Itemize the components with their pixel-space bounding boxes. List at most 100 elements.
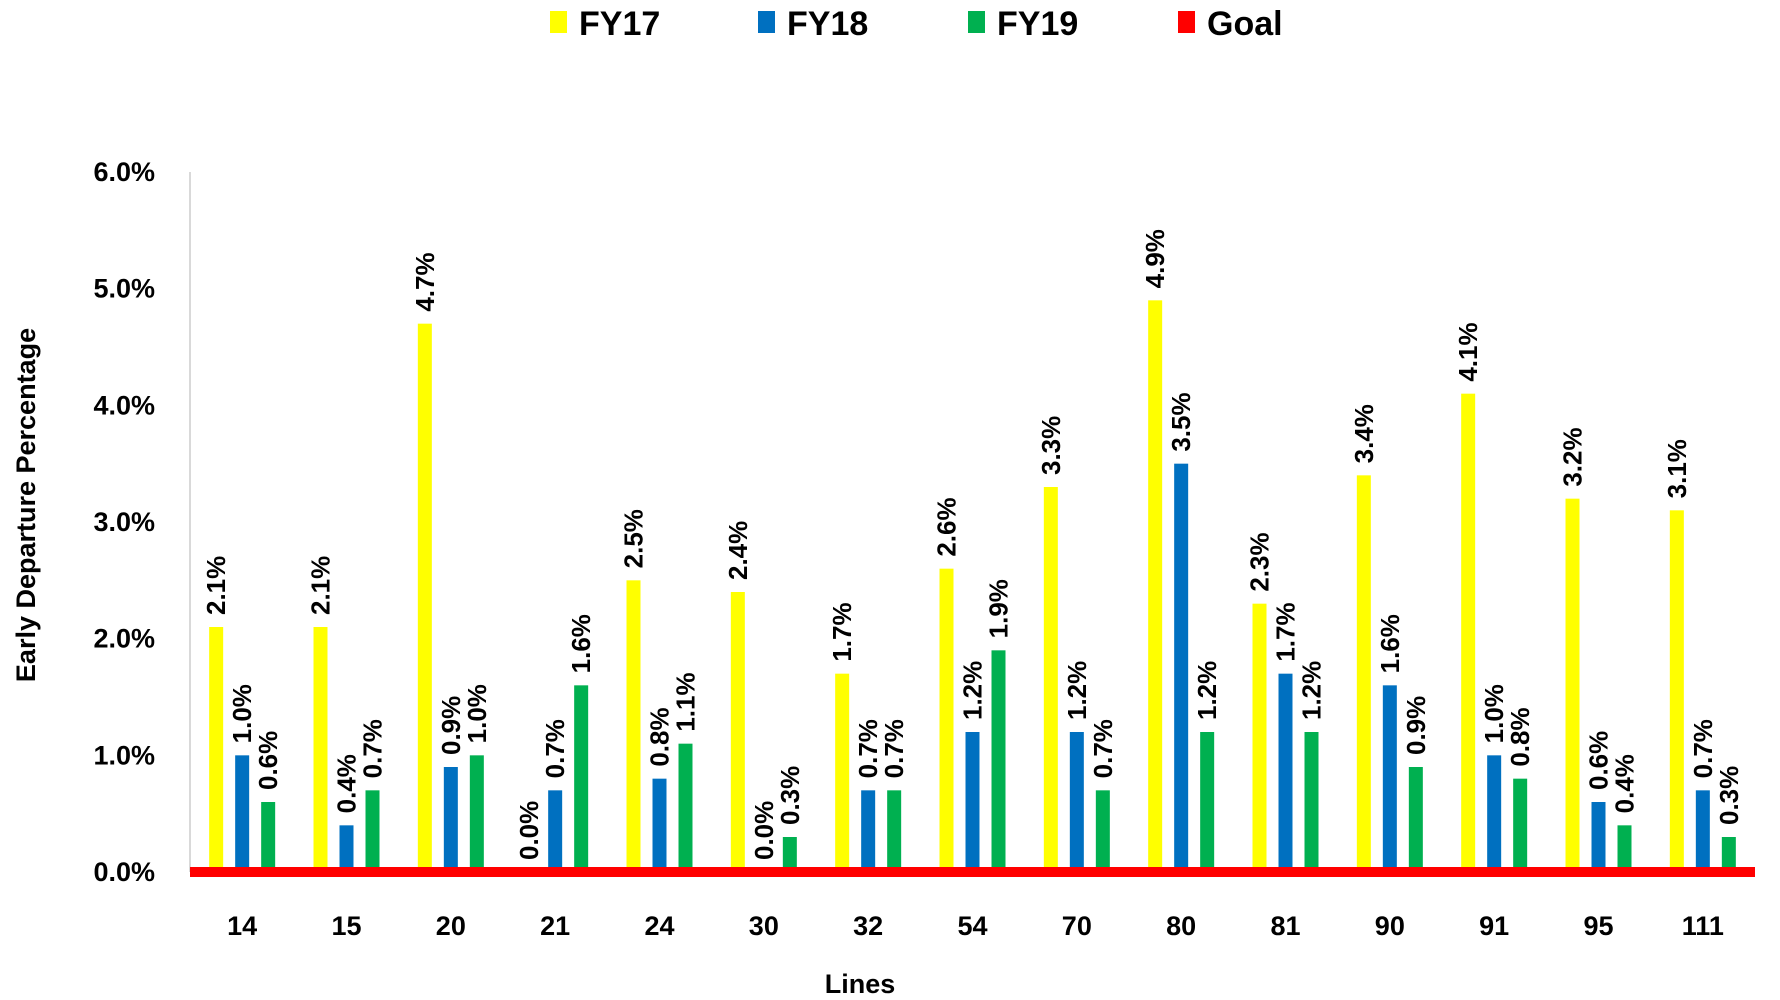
bar-fy17-70	[1043, 487, 1058, 872]
x-tick-label: 20	[436, 911, 466, 941]
bar-fy17-14	[209, 627, 224, 872]
bar-fy17-20	[417, 323, 432, 873]
bar-fy19-90	[1408, 767, 1423, 872]
data-label-fy18-20: 0.9%	[436, 696, 466, 755]
legend-swatch-fy19	[968, 11, 985, 33]
data-label-fy17-90: 3.4%	[1349, 404, 1379, 463]
bar-fy18-111	[1695, 790, 1710, 872]
y-tick-label: 6.0%	[93, 157, 155, 187]
y-tick-label: 1.0%	[93, 740, 155, 770]
bar-fy18-90	[1382, 685, 1397, 872]
bar-fy19-54	[991, 650, 1006, 872]
data-label-fy18-81: 1.7%	[1271, 602, 1301, 661]
bar-fy18-21	[548, 790, 563, 872]
data-label-fy19-21: 1.6%	[566, 614, 596, 673]
bar-fy18-81	[1278, 673, 1293, 872]
x-tick-label: 15	[331, 911, 361, 941]
bar-fy19-32	[887, 790, 902, 872]
data-label-fy19-30: 0.3%	[775, 766, 805, 825]
data-label-fy19-54: 1.9%	[984, 579, 1014, 638]
x-tick-label: 95	[1583, 911, 1613, 941]
bar-fy19-70	[1095, 790, 1110, 872]
bar-fy18-70	[1069, 732, 1084, 872]
data-label-fy18-24: 0.8%	[645, 707, 675, 766]
data-label-fy18-80: 3.5%	[1166, 392, 1196, 451]
data-label-fy19-15: 0.7%	[358, 719, 388, 778]
data-label-fy19-91: 0.8%	[1505, 707, 1535, 766]
data-label-fy17-91: 4.1%	[1453, 322, 1483, 381]
bar-fy17-24	[626, 580, 641, 872]
bars: 2.1%1.0%0.6%2.1%0.4%0.7%4.7%0.9%1.0%0.0%…	[201, 229, 1744, 873]
x-tick-label: 91	[1479, 911, 1509, 941]
legend-label-fy17: FY17	[579, 5, 660, 43]
data-label-fy19-80: 1.2%	[1192, 661, 1222, 720]
bar-fy18-15	[339, 825, 354, 872]
bar-fy19-14	[261, 802, 276, 872]
data-label-fy19-70: 0.7%	[1088, 719, 1118, 778]
bar-fy18-24	[652, 778, 667, 872]
data-label-fy19-14: 0.6%	[253, 731, 283, 790]
legend-label-fy19: FY19	[997, 5, 1078, 43]
data-label-fy17-80: 4.9%	[1140, 229, 1170, 288]
bar-fy17-30	[730, 592, 745, 872]
data-label-fy18-90: 1.6%	[1375, 614, 1405, 673]
bar-fy19-111	[1721, 837, 1736, 872]
legend-swatch-fy18	[758, 11, 775, 33]
legend-label-fy18: FY18	[787, 5, 868, 43]
bar-fy19-81	[1304, 732, 1319, 872]
x-tick-label: 80	[1166, 911, 1196, 941]
bar-fy18-91	[1487, 755, 1502, 872]
data-label-fy18-54: 1.2%	[958, 661, 988, 720]
y-tick-label: 5.0%	[93, 274, 155, 304]
x-axis-title: Lines	[825, 969, 896, 999]
data-label-fy17-30: 2.4%	[723, 521, 753, 580]
bar-fy19-15	[365, 790, 380, 872]
data-label-fy18-15: 0.4%	[332, 754, 362, 813]
data-label-fy19-32: 0.7%	[879, 719, 909, 778]
bar-fy19-30	[782, 837, 797, 872]
bar-fy17-90	[1356, 475, 1371, 872]
bar-fy18-54	[965, 732, 980, 872]
data-label-fy18-91: 1.0%	[1479, 684, 1509, 743]
data-label-fy19-95: 0.4%	[1610, 754, 1640, 813]
bar-fy17-81	[1252, 603, 1267, 872]
bar-fy19-20	[469, 755, 484, 872]
legend-swatch-fy17	[550, 11, 567, 33]
bar-fy17-91	[1461, 393, 1476, 872]
data-label-fy19-111: 0.3%	[1714, 766, 1744, 825]
x-tick-label: 14	[227, 911, 257, 941]
data-label-fy18-14: 1.0%	[227, 684, 257, 743]
y-tick-label: 0.0%	[93, 857, 155, 887]
data-label-fy17-14: 2.1%	[201, 556, 231, 615]
x-axis: 14 15 20 21 24 30 32 54 70 80 81 90 91 95 111	[227, 911, 1724, 941]
bar-fy18-32	[861, 790, 876, 872]
data-label-fy17-32: 1.7%	[827, 602, 857, 661]
data-label-fy17-54: 2.6%	[932, 497, 962, 556]
data-label-fy18-32: 0.7%	[853, 719, 883, 778]
data-label-fy17-20: 4.7%	[410, 252, 440, 311]
y-tick-label: 2.0%	[93, 624, 155, 654]
data-label-fy17-81: 2.3%	[1245, 532, 1275, 591]
data-label-fy19-81: 1.2%	[1297, 661, 1327, 720]
legend-label-goal: Goal	[1207, 5, 1283, 43]
bar-fy18-20	[443, 767, 458, 872]
data-label-fy19-90: 0.9%	[1401, 696, 1431, 755]
bar-fy17-15	[313, 627, 328, 872]
x-tick-label: 81	[1270, 911, 1300, 941]
x-tick-label: 24	[644, 911, 674, 941]
data-label-fy17-15: 2.1%	[306, 556, 336, 615]
bar-fy17-111	[1669, 510, 1684, 872]
x-tick-label: 21	[540, 911, 570, 941]
data-label-fy18-95: 0.6%	[1584, 731, 1614, 790]
bar-fy17-54	[939, 568, 954, 872]
y-axis-title: Early Departure Percentage	[11, 328, 41, 682]
data-label-fy18-70: 1.2%	[1062, 661, 1092, 720]
bar-fy19-24	[678, 743, 693, 872]
x-tick-label: 90	[1375, 911, 1405, 941]
y-tick-label: 3.0%	[93, 507, 155, 537]
bar-fy19-80	[1200, 732, 1215, 872]
data-label-fy17-70: 3.3%	[1036, 416, 1066, 475]
x-tick-label: 54	[957, 911, 987, 941]
bar-fy18-80	[1174, 463, 1189, 872]
